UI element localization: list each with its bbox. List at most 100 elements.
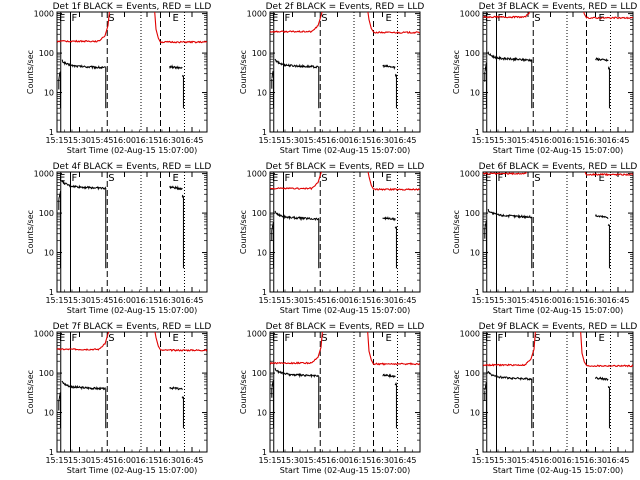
y-tick-label: 1 bbox=[475, 448, 480, 457]
x-tick-label: 15:45 bbox=[516, 296, 539, 305]
x-tick-label: 15:30 bbox=[68, 296, 91, 305]
x-tick-label: 16:30 bbox=[584, 296, 607, 305]
y-tick-label: 1000 bbox=[247, 10, 267, 19]
marker-label-s: S bbox=[534, 13, 540, 24]
x-tick-label: 15:30 bbox=[494, 136, 517, 145]
marker-label-e: E bbox=[272, 173, 278, 184]
chart-panel-3: Det 3f BLACK = Events, RED = LLD 1 10 100 10… bbox=[452, 2, 637, 155]
x-tick-label: 16:15 bbox=[348, 456, 371, 465]
x-tick-label: 15:15 bbox=[45, 296, 68, 305]
series-lld bbox=[483, 172, 633, 177]
y-tick-label: 10 bbox=[44, 89, 54, 98]
marker-label-e: E bbox=[485, 13, 491, 24]
x-tick-label: 16:15 bbox=[561, 456, 584, 465]
x-tick-label: 15:15 bbox=[45, 136, 68, 145]
chart-title: Det 7f BLACK = Events, RED = LLD bbox=[53, 322, 212, 332]
y-tick-label: 100 bbox=[39, 209, 54, 218]
y-axis-label: Counts/sec bbox=[452, 210, 461, 254]
x-tick-label: 15:15 bbox=[471, 456, 494, 465]
marker-label-s: S bbox=[321, 173, 327, 184]
y-tick-label: 100 bbox=[465, 369, 480, 378]
marker-label-f: F bbox=[72, 333, 78, 344]
x-tick-label: 16:45 bbox=[606, 296, 629, 305]
marker-label-e: E bbox=[59, 13, 65, 24]
x-tick-label: 16:00 bbox=[326, 296, 349, 305]
y-tick-label: 10 bbox=[470, 249, 480, 258]
x-tick-label: 15:45 bbox=[90, 296, 113, 305]
y-tick-label: 10 bbox=[44, 409, 54, 418]
y-axis-label: Counts/sec bbox=[452, 370, 461, 414]
y-tick-label: 10 bbox=[44, 249, 54, 258]
y-axis-label: Counts/sec bbox=[239, 370, 248, 414]
x-tick-label: 16:45 bbox=[393, 456, 416, 465]
y-tick-label: 100 bbox=[465, 209, 480, 218]
x-tick-label: 16:45 bbox=[180, 456, 203, 465]
series-events bbox=[274, 367, 320, 379]
x-tick-label: 15:45 bbox=[516, 136, 539, 145]
series-events bbox=[169, 386, 183, 391]
x-tick-label: 16:15 bbox=[348, 296, 371, 305]
chart-panel-6: Det 6f BLACK = Events, RED = LLD 1 10 100 10… bbox=[452, 162, 637, 315]
y-tick-label: 1 bbox=[475, 128, 480, 137]
chart-panel-5: Det 5f BLACK = Events, RED = LLD 1 10 100 10… bbox=[239, 162, 424, 315]
series-events bbox=[274, 58, 320, 69]
x-tick-label: 15:45 bbox=[516, 456, 539, 465]
y-tick-label: 100 bbox=[39, 49, 54, 58]
chart-panel-4: Det 4f BLACK = Events, RED = LLD 1 10 100 10… bbox=[26, 162, 211, 315]
y-tick-label: 10 bbox=[470, 89, 480, 98]
marker-label-s: S bbox=[108, 13, 114, 24]
series-events bbox=[484, 381, 487, 391]
x-tick-label: 16:30 bbox=[584, 456, 607, 465]
chart-panel-8: Det 8f BLACK = Events, RED = LLD 1 10 100 10… bbox=[239, 322, 424, 475]
series-events bbox=[595, 376, 609, 382]
chart-title: Det 2f BLACK = Events, RED = LLD bbox=[266, 2, 425, 12]
y-tick-label: 1 bbox=[49, 448, 54, 457]
series-lld bbox=[270, 172, 420, 191]
x-tick-label: 16:00 bbox=[113, 136, 136, 145]
marker-label-f: F bbox=[498, 333, 504, 344]
chart-panel-9: Det 9f BLACK = Events, RED = LLD 1 10 100 10… bbox=[452, 322, 638, 475]
x-axis-label: Start Time (02-Aug-15 15:07:00) bbox=[280, 146, 411, 155]
series-events bbox=[169, 64, 183, 70]
x-tick-label: 15:45 bbox=[303, 456, 326, 465]
y-tick-label: 10 bbox=[257, 89, 267, 98]
x-tick-label: 16:00 bbox=[326, 136, 349, 145]
x-tick-label: 15:15 bbox=[258, 296, 281, 305]
marker-label-e: E bbox=[272, 333, 278, 344]
marker-label-e: E bbox=[485, 173, 491, 184]
marker-label-e: E bbox=[386, 333, 392, 344]
x-tick-label: 16:45 bbox=[180, 136, 203, 145]
x-tick-label: 16:15 bbox=[561, 296, 584, 305]
x-tick-label: 16:15 bbox=[135, 456, 158, 465]
series-events bbox=[487, 51, 533, 63]
x-tick-label: 16:30 bbox=[158, 296, 181, 305]
y-tick-label: 1 bbox=[262, 288, 267, 297]
x-tick-label: 15:30 bbox=[494, 456, 517, 465]
x-tick-label: 15:45 bbox=[303, 136, 326, 145]
y-tick-label: 1000 bbox=[34, 330, 54, 339]
marker-label-s: S bbox=[534, 173, 540, 184]
series-events bbox=[487, 370, 533, 381]
series-lld bbox=[57, 332, 207, 352]
chart-panel-7: Det 7f BLACK = Events, RED = LLD 1 10 100 10… bbox=[26, 322, 212, 475]
marker-label-s: S bbox=[321, 13, 327, 24]
series-lld bbox=[270, 332, 420, 366]
marker-label-s: S bbox=[108, 173, 114, 184]
chart-title: Det 9f BLACK = Events, RED = LLD bbox=[479, 322, 638, 332]
x-tick-label: 16:00 bbox=[113, 456, 136, 465]
x-tick-label: 15:45 bbox=[90, 136, 113, 145]
series-events bbox=[595, 213, 609, 219]
marker-label-f: F bbox=[72, 13, 78, 24]
y-axis-label: Counts/sec bbox=[26, 50, 35, 94]
x-tick-label: 16:00 bbox=[326, 456, 349, 465]
x-tick-label: 16:30 bbox=[158, 456, 181, 465]
x-tick-label: 16:45 bbox=[606, 136, 629, 145]
series-events bbox=[169, 185, 183, 191]
x-tick-label: 16:30 bbox=[584, 136, 607, 145]
y-axis-label: Counts/sec bbox=[452, 50, 461, 94]
x-tick-label: 15:45 bbox=[303, 296, 326, 305]
x-tick-label: 15:15 bbox=[45, 456, 68, 465]
x-tick-label: 16:15 bbox=[135, 136, 158, 145]
chart-panel-2: Det 2f BLACK = Events, RED = LLD 1 10 100 10… bbox=[239, 2, 425, 155]
x-axis-label: Start Time (02-Aug-15 15:07:00) bbox=[67, 146, 198, 155]
